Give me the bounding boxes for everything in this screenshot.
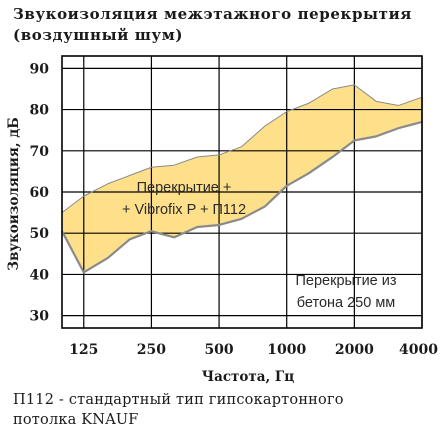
x-tick-label-500: 500 — [204, 342, 233, 358]
y-tick-label-60: 60 — [30, 185, 50, 201]
footnote-line-2: потолка KNAUF — [13, 412, 139, 428]
footnote: П112 - стандартный тип гипсокартонного п… — [13, 390, 438, 430]
footnote-line-1: П112 - стандартный тип гипсокартонного — [13, 392, 344, 408]
annotation-1-line-2: + Vibrofix P + П112 — [122, 202, 246, 218]
annotation-1-line-1: Перекрытие + — [137, 180, 232, 196]
chart-title-line-1: Звукоизоляция межэтажного перекрытия — [13, 5, 412, 23]
y-tick-label-90: 90 — [30, 61, 50, 77]
y-tick-label-40: 40 — [30, 267, 50, 283]
y-tick-label-50: 50 — [30, 226, 50, 242]
series-line-concrete-250mm — [61, 120, 423, 274]
x-axis-label: Частота, Гц — [202, 369, 294, 385]
chart-title-line-2: (воздушный шум) — [13, 26, 184, 44]
x-tick-label-250: 250 — [137, 342, 166, 358]
x-tick-label-4000: 4000 — [399, 342, 438, 358]
annotation-2-line-1: Перекрытие из — [295, 273, 396, 289]
x-tick-label-125: 125 — [69, 342, 98, 358]
chart-title: Звукоизоляция межэтажного перекрытия (во… — [13, 4, 438, 46]
x-tick-label-1000: 1000 — [267, 342, 306, 358]
y-tick-label-80: 80 — [30, 103, 50, 119]
series-line-vibrofix-p112 — [61, 84, 423, 214]
y-axis-label: Звукоизоляция, дБ — [6, 117, 22, 271]
y-tick-label-30: 30 — [30, 309, 50, 325]
plot-frame — [61, 55, 423, 329]
annotation-2-line-2: бетона 250 мм — [297, 295, 396, 311]
y-tick-label-70: 70 — [30, 144, 50, 160]
insulation-band-area — [62, 84, 422, 273]
x-tick-label-2000: 2000 — [335, 342, 374, 358]
